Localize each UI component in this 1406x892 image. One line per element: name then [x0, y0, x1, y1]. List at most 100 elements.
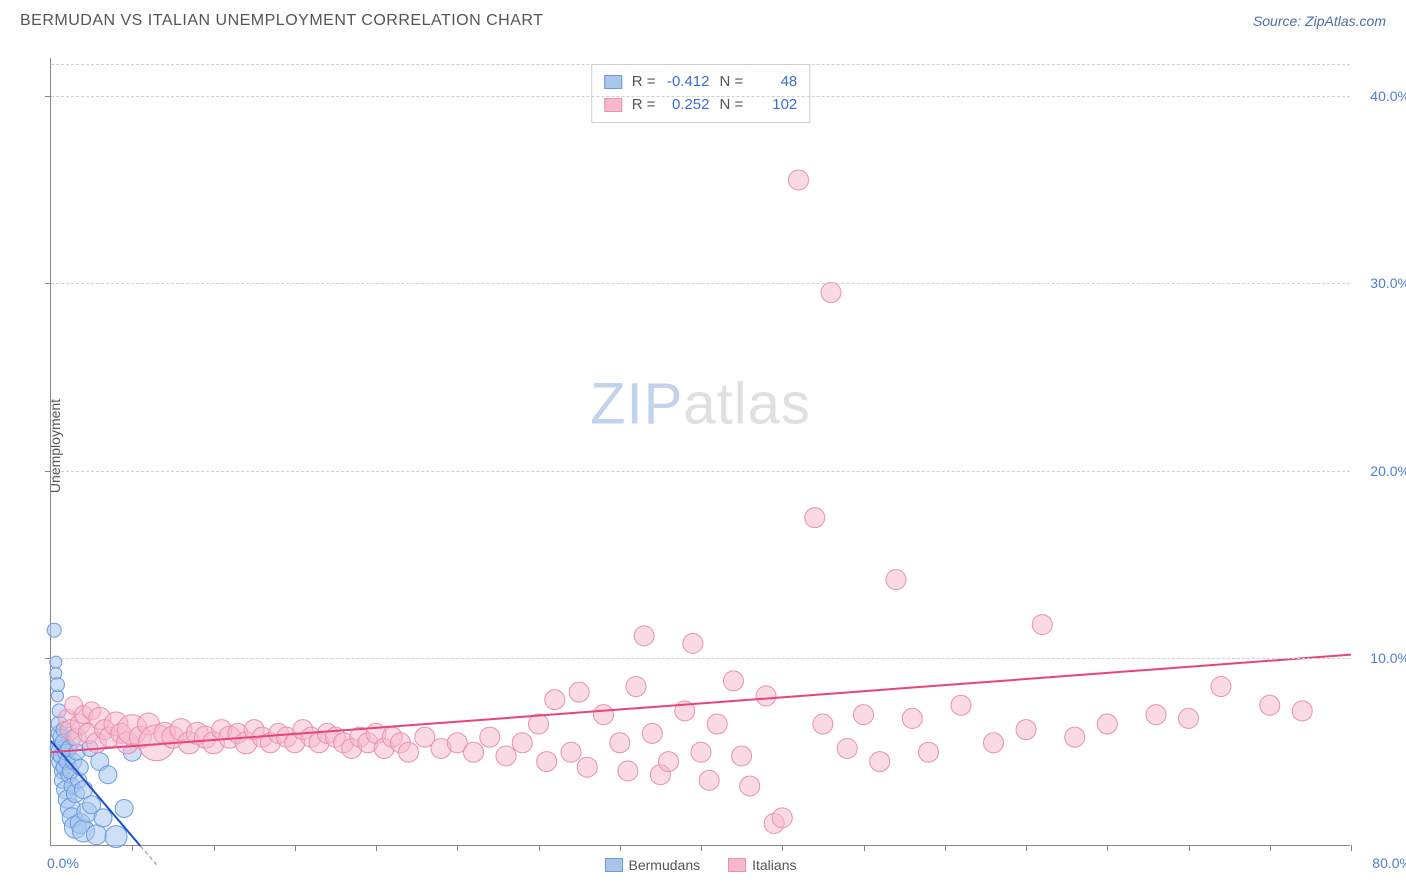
x-tick [1270, 845, 1271, 851]
y-tick-label: 40.0% [1370, 88, 1406, 104]
x-tick [214, 845, 215, 851]
data-point [870, 752, 890, 772]
data-point [545, 690, 565, 710]
stat-n-value: 48 [753, 71, 797, 94]
data-point [1179, 708, 1199, 728]
data-point [115, 799, 133, 817]
data-point [1292, 701, 1312, 721]
data-point [789, 170, 809, 190]
data-point [659, 752, 679, 772]
data-point [724, 671, 744, 691]
data-point [51, 678, 65, 692]
data-point [512, 733, 532, 753]
x-tick [701, 845, 702, 851]
data-point [805, 508, 825, 528]
stat-n-label: N = [720, 71, 744, 94]
trend-line [51, 655, 1351, 753]
chart-title: BERMUDAN VS ITALIAN UNEMPLOYMENT CORRELA… [20, 12, 543, 30]
legend-label: Bermudans [629, 857, 701, 873]
data-point [618, 761, 638, 781]
data-point [951, 695, 971, 715]
x-tick [457, 845, 458, 851]
data-point [399, 742, 419, 762]
grid-line [51, 283, 1350, 284]
x-max-label: 80.0% [1372, 855, 1406, 871]
data-point [480, 727, 500, 747]
data-point [561, 742, 581, 762]
data-point [732, 746, 752, 766]
scatter-svg [51, 58, 1350, 845]
y-tick [45, 283, 51, 284]
data-point [772, 808, 792, 828]
legend-item: Italians [728, 857, 796, 873]
grid-line [51, 96, 1350, 97]
x-tick [1026, 845, 1027, 851]
x-tick [945, 845, 946, 851]
data-point [626, 677, 646, 697]
data-point [1260, 695, 1280, 715]
x-tick [620, 845, 621, 851]
data-point [99, 766, 117, 784]
data-point [1211, 677, 1231, 697]
x-tick [376, 845, 377, 851]
x-tick [1351, 845, 1352, 851]
data-point [683, 633, 703, 653]
stat-n-label: N = [720, 94, 744, 117]
data-point [594, 705, 614, 725]
y-tick-label: 30.0% [1370, 275, 1406, 291]
x-tick [864, 845, 865, 851]
data-point [756, 686, 776, 706]
y-tick [45, 471, 51, 472]
data-point [740, 776, 760, 796]
stats-box: R = -0.412 N = 48 R = 0.252 N = 102 [591, 64, 811, 123]
data-point [1032, 615, 1052, 635]
data-point [699, 770, 719, 790]
grid-line [51, 471, 1350, 472]
data-point [94, 809, 112, 827]
data-point [1065, 727, 1085, 747]
x-tick [1189, 845, 1190, 851]
data-point [902, 708, 922, 728]
source-label: Source: ZipAtlas.com [1253, 13, 1386, 29]
data-point [464, 742, 484, 762]
x-origin-label: 0.0% [47, 855, 79, 871]
trend-extension [140, 846, 156, 865]
stats-row: R = -0.412 N = 48 [604, 71, 798, 94]
series-swatch [604, 98, 622, 112]
data-point [87, 825, 107, 845]
data-point [1097, 714, 1117, 734]
stat-r-value: 0.252 [666, 94, 710, 117]
legend-swatch [728, 858, 746, 872]
data-point [47, 623, 61, 637]
data-point [919, 742, 939, 762]
data-point [821, 283, 841, 303]
stats-row: R = 0.252 N = 102 [604, 94, 798, 117]
chart-plot-area: ZIPatlas R =-0.412N =48R =0.252N =102 0.… [50, 58, 1350, 846]
data-point [1146, 705, 1166, 725]
x-tick [539, 845, 540, 851]
data-point [837, 738, 857, 758]
legend-item: Bermudans [605, 857, 701, 873]
data-point [707, 714, 727, 734]
data-point [634, 626, 654, 646]
data-point [854, 705, 874, 725]
legend-swatch [605, 858, 623, 872]
y-tick-label: 10.0% [1370, 650, 1406, 666]
data-point [984, 733, 1004, 753]
legend-label: Italians [752, 857, 796, 873]
data-point [610, 733, 630, 753]
chart-header: BERMUDAN VS ITALIAN UNEMPLOYMENT CORRELA… [0, 0, 1406, 38]
data-point [642, 723, 662, 743]
grid-line [51, 64, 1350, 65]
legend: Bermudans Italians [605, 857, 797, 873]
stat-r-value: -0.412 [666, 71, 710, 94]
y-tick-label: 20.0% [1370, 463, 1406, 479]
data-point [813, 714, 833, 734]
data-point [537, 752, 557, 772]
data-point [577, 757, 597, 777]
stat-n-value: 102 [753, 94, 797, 117]
x-tick [132, 845, 133, 851]
data-point [105, 826, 127, 848]
stat-r-label: R = [632, 71, 656, 94]
stat-r-label: R = [632, 94, 656, 117]
